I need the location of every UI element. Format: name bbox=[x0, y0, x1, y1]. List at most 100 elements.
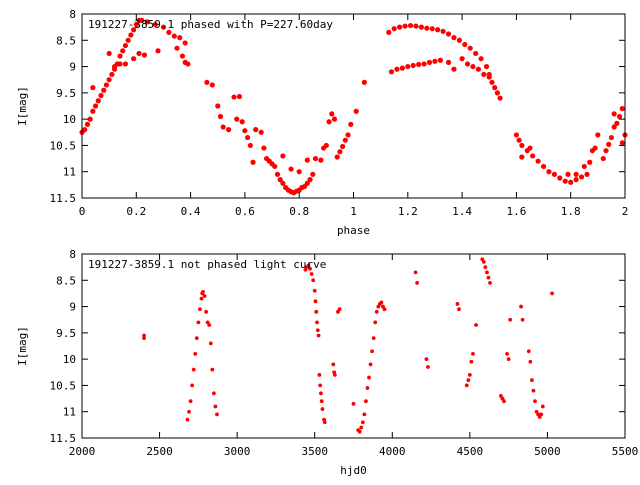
phased-data-point bbox=[253, 127, 259, 133]
phased-data-point bbox=[581, 163, 587, 170]
phased-data-point bbox=[489, 79, 495, 85]
phased-data-point bbox=[399, 65, 405, 71]
unphased-data-point bbox=[467, 373, 472, 377]
phased-data-point bbox=[546, 169, 552, 175]
unphased-data-point bbox=[337, 307, 342, 312]
phased-data-point bbox=[418, 24, 424, 30]
unphased-data-point bbox=[357, 429, 362, 434]
phased-data-point bbox=[130, 56, 137, 62]
phased-data-point bbox=[220, 124, 226, 130]
phased-data-point bbox=[310, 171, 316, 177]
phased-data-point bbox=[334, 154, 340, 160]
phased-data-point bbox=[101, 87, 107, 93]
unphased-y-tick-label: 9 bbox=[69, 301, 76, 314]
phased-data-point bbox=[584, 171, 590, 177]
phased-x-tick-label: 0.2 bbox=[126, 205, 146, 218]
phased-data-point bbox=[177, 35, 183, 41]
unphased-data-point bbox=[364, 399, 368, 404]
phased-data-point bbox=[242, 128, 248, 134]
phased-data-point bbox=[519, 142, 525, 149]
phased-y-tick-label: 8.5 bbox=[56, 34, 76, 47]
phased-data-point bbox=[527, 145, 533, 151]
phased-data-point bbox=[475, 66, 481, 72]
phased-data-point bbox=[483, 63, 490, 70]
unphased-x-tick-label: 4500 bbox=[457, 445, 484, 458]
phased-data-point bbox=[304, 180, 310, 186]
phased-data-point bbox=[130, 27, 137, 33]
phased-data-point bbox=[600, 155, 606, 162]
phased-data-point bbox=[562, 178, 568, 184]
unphased-data-point bbox=[215, 412, 219, 417]
unphased-data-point bbox=[457, 307, 461, 312]
phased-data-point bbox=[307, 177, 313, 183]
unphased-data-point bbox=[550, 291, 554, 296]
unphased-data-point bbox=[188, 399, 193, 404]
unphased-data-point bbox=[533, 399, 537, 404]
phased-data-point bbox=[340, 143, 346, 150]
unphased-data-point bbox=[315, 320, 319, 325]
unphased-data-point bbox=[474, 323, 478, 327]
unphased-data-point bbox=[313, 299, 318, 304]
phased-light-curve-panel: 8 8.5 9 9.5 10 10.5 11 11.5 0 0.2 0.4 0.6 0.8 1 1.2 1.… bbox=[16, 8, 628, 237]
phased-data-point bbox=[209, 82, 215, 88]
unphased-data-point bbox=[426, 365, 430, 369]
phased-y-tick-label: 8 bbox=[69, 8, 76, 21]
phased-data-point bbox=[92, 103, 99, 109]
unphased-data-point bbox=[367, 375, 371, 380]
phased-data-point bbox=[530, 153, 536, 159]
unphased-data-point bbox=[316, 333, 321, 338]
phased-data-point bbox=[619, 106, 625, 112]
unphased-data-point bbox=[319, 399, 324, 404]
phased-y-tick-label: 11.5 bbox=[50, 192, 77, 205]
phased-data-point bbox=[619, 140, 625, 146]
unphased-data-point bbox=[191, 367, 196, 372]
phased-x-tick-label: 1 bbox=[350, 205, 357, 218]
phased-data-point bbox=[397, 24, 403, 30]
phased-data-point bbox=[464, 61, 471, 67]
unphased-data-point bbox=[208, 341, 213, 346]
phased-data-point bbox=[611, 124, 617, 130]
unphased-data-point bbox=[373, 320, 378, 325]
phased-data-point bbox=[90, 85, 96, 91]
phased-data-point bbox=[120, 48, 126, 54]
phased-data-point bbox=[391, 26, 397, 32]
phased-data-point bbox=[353, 108, 359, 114]
unphased-plot-frame bbox=[81, 253, 626, 439]
phased-data-point bbox=[215, 103, 221, 109]
unphased-y-tick-label: 11.5 bbox=[50, 432, 77, 445]
unphased-data-point bbox=[210, 367, 215, 372]
phased-data-point bbox=[103, 82, 110, 88]
phased-data-point bbox=[606, 141, 612, 147]
phased-data-point bbox=[429, 26, 435, 32]
unphased-x-tick-label: 4000 bbox=[379, 445, 406, 458]
phased-data-point bbox=[437, 57, 443, 63]
unphased-y-tick-label: 9.5 bbox=[56, 327, 76, 340]
phased-x-tick-label: 1.2 bbox=[398, 205, 418, 218]
phased-data-point bbox=[405, 63, 411, 70]
phased-x-tick-label: 1.4 bbox=[452, 205, 472, 218]
phased-data-point bbox=[557, 175, 563, 181]
phased-data-point bbox=[277, 177, 283, 183]
unphased-data-point bbox=[193, 351, 198, 356]
unphased-data-point bbox=[315, 328, 320, 333]
phased-data-point bbox=[106, 77, 112, 83]
phased-data-point bbox=[424, 25, 430, 31]
phased-data-point bbox=[608, 134, 615, 141]
unphased-data-point bbox=[539, 412, 544, 417]
unphased-data-point bbox=[198, 307, 202, 312]
phased-data-point bbox=[551, 171, 558, 177]
phased-x-tick-label: 1.6 bbox=[506, 205, 526, 218]
phased-data-point bbox=[174, 45, 180, 51]
unphased-data-points bbox=[142, 257, 554, 434]
unphased-data-point bbox=[351, 401, 356, 406]
phased-x-ticks: 0 0.2 0.4 0.6 0.8 1 1.2 1.4 1.6 1.8 2 bbox=[79, 14, 628, 218]
phased-data-point bbox=[234, 116, 240, 122]
phased-data-point bbox=[95, 98, 101, 104]
phased-data-point bbox=[481, 71, 487, 78]
phased-data-point bbox=[451, 35, 457, 41]
phased-data-point bbox=[82, 127, 88, 133]
phased-data-point bbox=[280, 180, 286, 186]
unphased-x-ticks: 2000 2500 3000 3500 4000 4500 5000 5500 bbox=[69, 254, 638, 458]
unphased-data-point bbox=[185, 417, 190, 422]
unphased-data-point bbox=[308, 266, 312, 271]
